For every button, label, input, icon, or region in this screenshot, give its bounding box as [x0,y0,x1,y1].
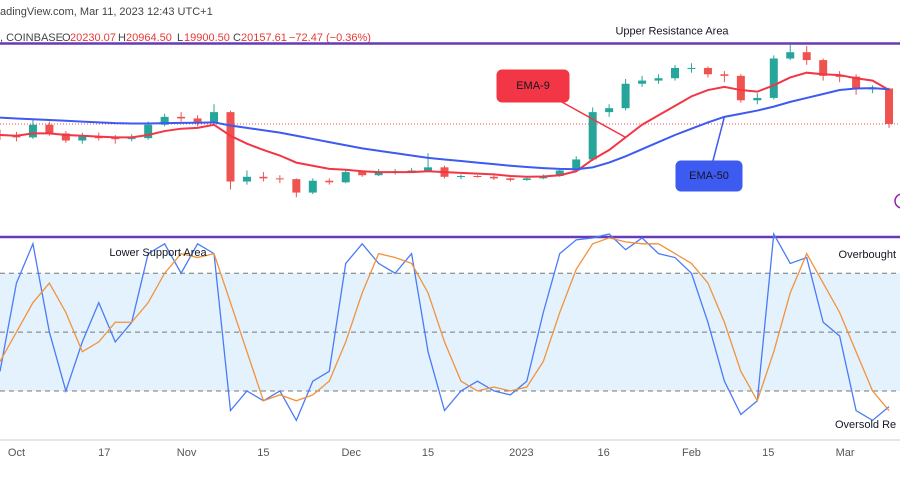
ema-line [0,71,890,178]
candle-body [621,83,630,109]
candle-body [308,180,317,193]
candle-body [786,52,795,59]
candle-body [275,178,284,180]
resistance-label: Upper Resistance Area [615,25,729,37]
candle-body [489,176,498,179]
x-tick-label: 16 [598,447,610,459]
annotation: Overbought [839,249,896,261]
ohlc-value: 20157.61 [241,32,287,44]
candle-body [654,78,663,81]
candle-body [506,178,515,180]
candle-body [111,138,120,140]
candle-body [242,176,251,182]
annotation: Lower Support Area [109,247,207,259]
stoch-line [0,231,890,422]
candle-body [819,60,828,76]
candle-body [28,124,37,138]
ema-line [0,87,890,171]
candle-body [703,67,712,75]
candle-body [720,74,729,76]
candle-body [193,118,202,124]
ohlc-label: O [62,32,71,44]
legend-label: EMA-9 [516,80,550,92]
candle-body [341,172,350,183]
callout-box [675,160,743,192]
legend-label: EMA-50 [689,170,729,182]
candle-body [358,172,367,176]
symbol: , COINBASE [0,32,63,44]
change: −72.47 (−0.36%) [289,32,371,44]
x-tick-label: 17 [98,447,110,459]
candle-body [160,116,169,125]
x-tick-label: 15 [762,447,774,459]
candle-body [45,124,54,134]
candle-body [638,80,647,84]
candle-body [177,116,186,119]
candle-body [885,88,894,124]
candle-body [456,176,465,178]
candle-body [522,178,531,180]
candle-body [802,52,811,61]
candle-body [374,172,383,176]
candle-body [687,67,696,69]
candle-body [127,138,136,140]
candle-body [78,136,87,141]
candle-body [588,112,597,160]
candle-body [835,75,844,77]
ohlc-value: 19900.50 [184,32,230,44]
candle-body [407,170,416,172]
candle-body [671,67,679,79]
x-tick-label: 15 [257,447,269,459]
candles [0,44,894,198]
ohlc-value: 20964.50 [126,32,172,44]
candle-body [210,112,219,124]
candle-body [61,133,70,141]
candle-body [325,180,334,183]
candle-body [144,124,153,139]
x-tick-label: Nov [177,447,197,459]
ohlc-label: C [233,32,241,44]
x-tick-label: Mar [836,447,855,459]
marker [894,193,900,209]
ohlc-value: 20230.07 [70,32,116,44]
candle-body [605,108,614,113]
source: adingView.com, Mar 11, 2023 12:43 UTC+1 [0,6,213,18]
annotation: Oversold Re [835,419,896,431]
candle-body [259,176,268,179]
candle-body [852,76,861,90]
callout-box [496,69,570,103]
candle-body [226,112,235,182]
candle-body [424,167,433,171]
x-tick-label: 2023 [509,447,533,459]
ohlc-label: H [118,32,126,44]
x-tick-label: Dec [341,447,361,459]
candle-body [473,176,482,178]
x-tick-label: Feb [682,447,701,459]
candle-body [769,58,778,98]
candle-body [292,179,301,193]
candle-body [555,170,564,177]
ohlc-label: L [177,32,183,44]
candle-body [572,159,581,171]
candle-body [753,97,762,101]
x-tick-label: Oct [8,447,25,459]
candle-body [736,75,745,101]
stoch-line [0,237,890,411]
x-tick-label: 15 [422,447,434,459]
